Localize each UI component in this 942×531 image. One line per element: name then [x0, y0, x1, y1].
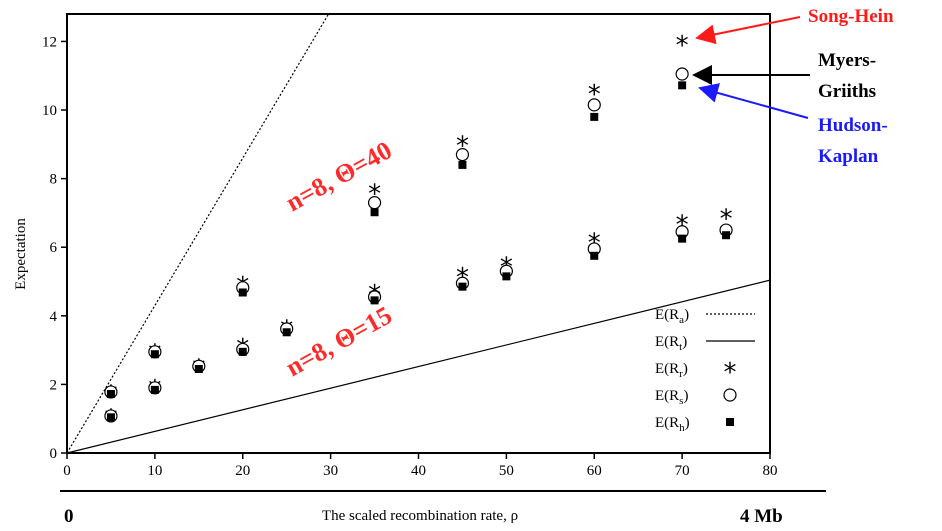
line-e-rt — [66, 279, 771, 454]
point-e-rh — [238, 288, 247, 297]
legend-entry-label: E(Rt) — [655, 334, 687, 353]
point-e-rs — [367, 196, 382, 210]
point-e-rh — [722, 231, 731, 240]
y-tick-label: 6 — [50, 240, 58, 256]
y-tick-label: 2 — [50, 377, 58, 393]
y-tick-label: 10 — [42, 103, 57, 119]
callout-hudson-line1: Hudson- — [818, 115, 888, 136]
y-tick-label: 12 — [42, 34, 57, 50]
point-e-rs — [587, 98, 601, 112]
x-tick-label: 30 — [323, 463, 338, 479]
x-tick-label: 10 — [147, 463, 162, 479]
legend-entry-label: E(Rs) — [655, 388, 688, 407]
y-axis: 0 2 4 6 8 10 12 — [42, 34, 67, 462]
scale-bar-end-label: 4 Mb — [740, 506, 783, 527]
point-e-rs — [675, 67, 689, 81]
point-e-rh — [150, 385, 159, 394]
point-e-rh — [502, 272, 511, 281]
point-e-rh — [106, 390, 115, 399]
callout-myers-line1: Myers- — [818, 50, 876, 71]
x-tick-label: 70 — [675, 463, 690, 479]
callout-song-hein: Song-Hein — [808, 6, 894, 27]
callout-hudson-arrow — [698, 83, 809, 119]
x-tick-label: 0 — [63, 463, 71, 479]
callout-hudson-line2: Kaplan — [818, 146, 879, 167]
y-tick-label: 8 — [50, 172, 58, 188]
x-tick-label: 50 — [499, 463, 514, 479]
point-e-rh — [106, 413, 115, 422]
legend-entry-label: E(Rh) — [655, 415, 690, 434]
point-e-rh — [458, 160, 467, 169]
legend-entry-label: E(Ra) — [655, 307, 689, 326]
x-tick-label: 20 — [235, 463, 250, 479]
point-e-rh — [678, 234, 687, 243]
scale-bar-start-label: 0 — [64, 506, 74, 527]
x-axis: 0 10 20 30 40 50 60 70 80 — [63, 453, 778, 479]
point-e-rh — [282, 328, 291, 337]
legend: E(Ra) E(Rt) E(Rr) * E(Rs) E(Rh) — [655, 307, 755, 434]
callout-song-hein-arrow — [695, 16, 801, 45]
point-e-rh — [458, 282, 467, 291]
y-tick-label: 0 — [50, 446, 58, 462]
point-e-rh — [150, 350, 159, 359]
theory-lines — [66, 13, 771, 454]
data-points: ****************** — [104, 31, 733, 435]
y-axis-label: Expectation — [13, 218, 29, 290]
annotation-theta-15: n=8, Θ=15 — [281, 300, 397, 382]
point-e-rh — [370, 208, 379, 217]
x-tick-label: 40 — [411, 463, 426, 479]
line-e-ra — [66, 13, 330, 454]
point-e-rs — [455, 148, 470, 162]
callout-myers-line2: Griiths — [818, 81, 876, 102]
point-e-rh — [194, 364, 203, 373]
x-tick-label: 80 — [763, 463, 778, 479]
x-tick-label: 60 — [587, 463, 602, 479]
point-e-rh — [238, 347, 247, 356]
point-e-rh — [678, 81, 687, 90]
legend-entry-label: E(Rr) — [655, 361, 688, 380]
x-axis-label: The scaled recombination rate, ρ — [322, 508, 518, 524]
point-e-rh — [370, 296, 379, 305]
point-e-rr: * — [676, 31, 689, 61]
point-e-rh — [590, 251, 599, 260]
legend-swatch-circle — [723, 388, 737, 402]
point-e-rh — [590, 112, 599, 121]
legend-swatch-star: * — [724, 358, 737, 388]
y-tick-label: 4 — [50, 309, 58, 325]
legend-swatch-square — [726, 418, 734, 426]
